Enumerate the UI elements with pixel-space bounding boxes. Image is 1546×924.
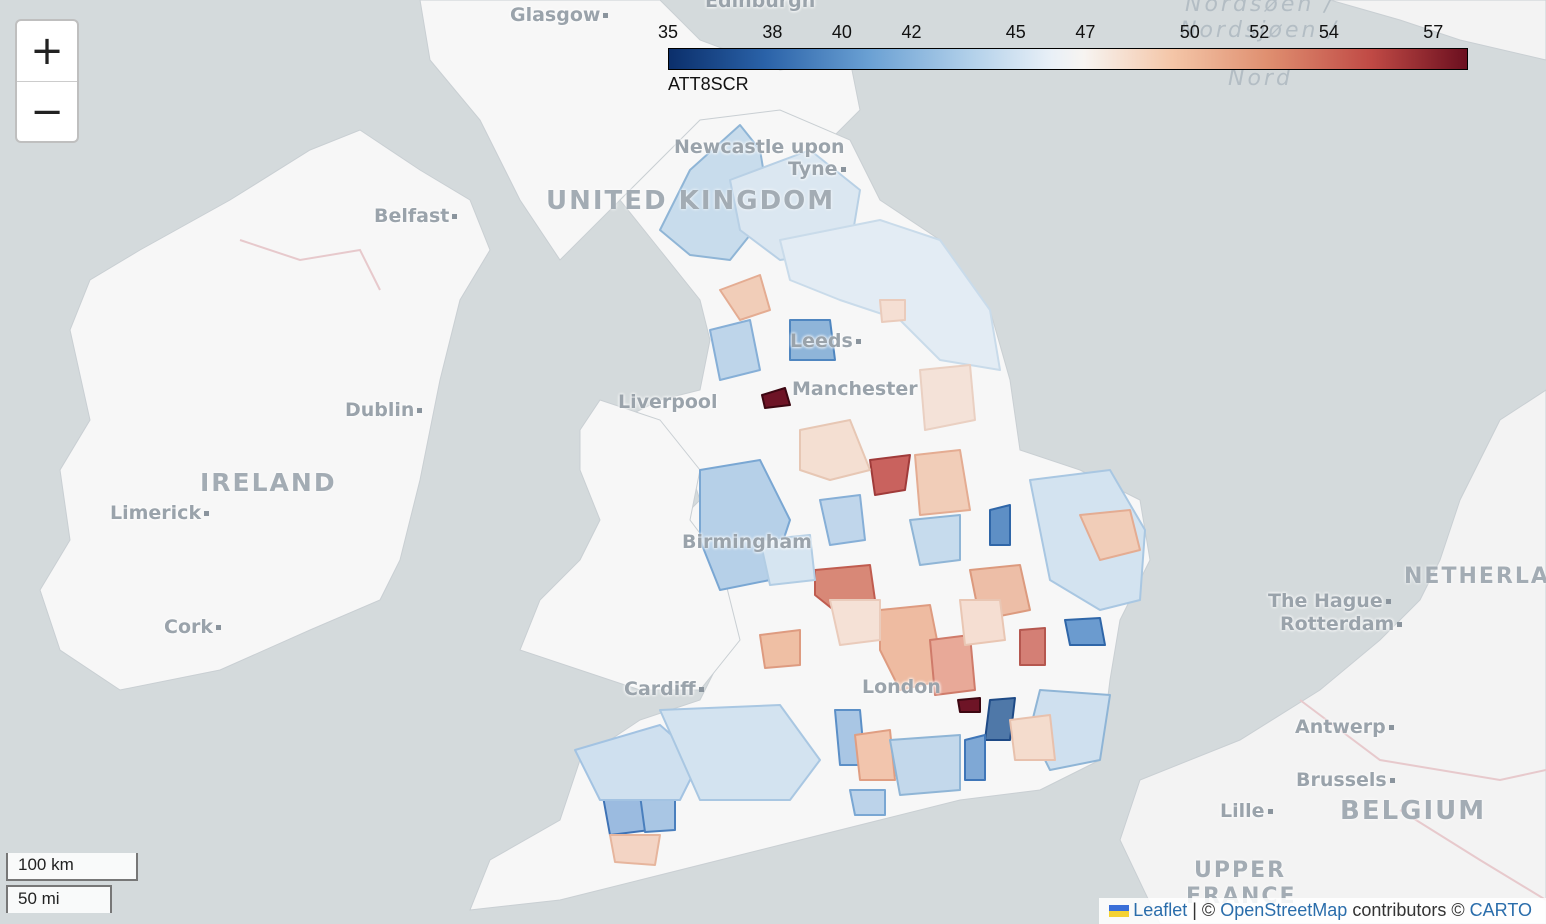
sea-label: Nordsjøen / — [1180, 18, 1339, 43]
region — [609, 834, 661, 866]
place-label: Manchester — [792, 378, 918, 400]
region — [984, 697, 1016, 741]
region — [909, 514, 961, 566]
place-label: Leeds — [790, 330, 861, 352]
country-label: UNITED KINGDOM — [546, 186, 836, 216]
region — [1064, 617, 1106, 646]
region — [1019, 627, 1046, 666]
legend-tick-label: 45 — [1005, 22, 1026, 42]
attribution-text: contributors © — [1352, 900, 1465, 920]
country-label: BELGIUM — [1340, 796, 1487, 826]
place-label: Birmingham — [682, 531, 812, 553]
place-label: Liverpool — [618, 391, 718, 413]
legend-tick-label: 35 — [657, 22, 679, 42]
region — [574, 724, 701, 801]
color-legend: 35 38 40 42 45 47 50 52 54 57 ATT8SCR — [657, 22, 1480, 102]
country-label: UPPER — [1194, 858, 1287, 883]
scale-bar: 100 km 50 mi — [6, 853, 138, 913]
legend-colorbar — [668, 48, 1468, 70]
region — [929, 634, 976, 696]
region — [759, 534, 816, 586]
legend-tick-label: 52 — [1249, 22, 1270, 42]
region — [849, 789, 886, 816]
place-label: Glasgow — [510, 4, 609, 26]
land-ireland — [39, 129, 491, 691]
region — [919, 364, 976, 431]
region — [829, 599, 881, 646]
choropleth-layer — [574, 124, 1146, 866]
region — [989, 504, 1011, 546]
legend-tick-label: 47 — [1075, 22, 1096, 42]
region — [854, 729, 896, 781]
region — [789, 319, 836, 361]
region — [1079, 509, 1141, 561]
region — [914, 449, 971, 516]
country-label: IRELAND — [200, 468, 337, 497]
leaflet-link[interactable]: Leaflet — [1133, 900, 1188, 920]
region — [957, 697, 981, 713]
legend-tick-label: 57 — [1423, 22, 1444, 42]
land-norway-tip — [1329, 0, 1546, 61]
region — [709, 319, 761, 381]
place-label: Tyne — [788, 158, 846, 180]
region — [879, 604, 946, 691]
legend-tick-label: 40 — [831, 22, 852, 42]
attribution: Leaflet | © OpenStreetMap contributors ©… — [1099, 898, 1546, 924]
region — [964, 734, 986, 781]
region — [659, 704, 821, 801]
legend-tick-label: 50 — [1179, 22, 1200, 42]
osm-link[interactable]: OpenStreetMap — [1220, 900, 1348, 920]
region — [959, 599, 1006, 646]
sea-label: Nordsøen / — [1185, 0, 1335, 17]
place-label: Edinburgh — [705, 0, 816, 12]
zoom-in-button[interactable]: + — [17, 21, 77, 82]
scale-km: 100 km — [6, 853, 138, 881]
region — [799, 419, 871, 481]
legend-tick-label: 54 — [1318, 22, 1339, 42]
place-label: Newcastle upon — [674, 136, 845, 158]
place-label: London — [862, 676, 941, 698]
legend-caption: ATT8SCR — [668, 74, 749, 94]
place-label: Cardiff — [624, 678, 704, 700]
place-label: Brussels — [1296, 769, 1395, 791]
place-label: Dublin — [345, 399, 423, 421]
region — [1009, 714, 1056, 761]
place-label: Antwerp — [1295, 716, 1394, 738]
attribution-separator: | © — [1192, 900, 1216, 920]
region — [719, 274, 771, 321]
legend-tick-label: 38 — [762, 22, 783, 42]
land-continent — [1119, 389, 1546, 924]
place-label: Rotterdam — [1280, 613, 1403, 635]
place-label: Cork — [164, 616, 222, 638]
region — [869, 454, 911, 496]
scale-mi: 50 mi — [6, 885, 112, 913]
ukraine-flag-icon — [1109, 905, 1130, 918]
region — [879, 299, 906, 323]
region — [761, 387, 791, 409]
sea-label: Nord — [1228, 66, 1293, 91]
legend-ticks: 35 38 40 42 45 47 50 52 54 57 — [657, 22, 1480, 46]
carto-link[interactable]: CARTO — [1469, 900, 1532, 920]
zoom-out-button[interactable]: − — [30, 89, 64, 135]
place-label: Limerick — [110, 502, 210, 524]
land-wales — [519, 399, 741, 691]
country-label: NETHERLA — [1404, 564, 1546, 589]
place-label: The Hague — [1268, 590, 1391, 612]
place-label: Belfast — [374, 205, 458, 227]
place-label: Lille — [1220, 800, 1273, 822]
zoom-control: + − — [15, 19, 79, 143]
region — [889, 734, 961, 796]
legend-tick-label: 42 — [901, 22, 922, 42]
region — [759, 629, 801, 669]
region — [819, 494, 866, 546]
region — [1029, 469, 1146, 611]
